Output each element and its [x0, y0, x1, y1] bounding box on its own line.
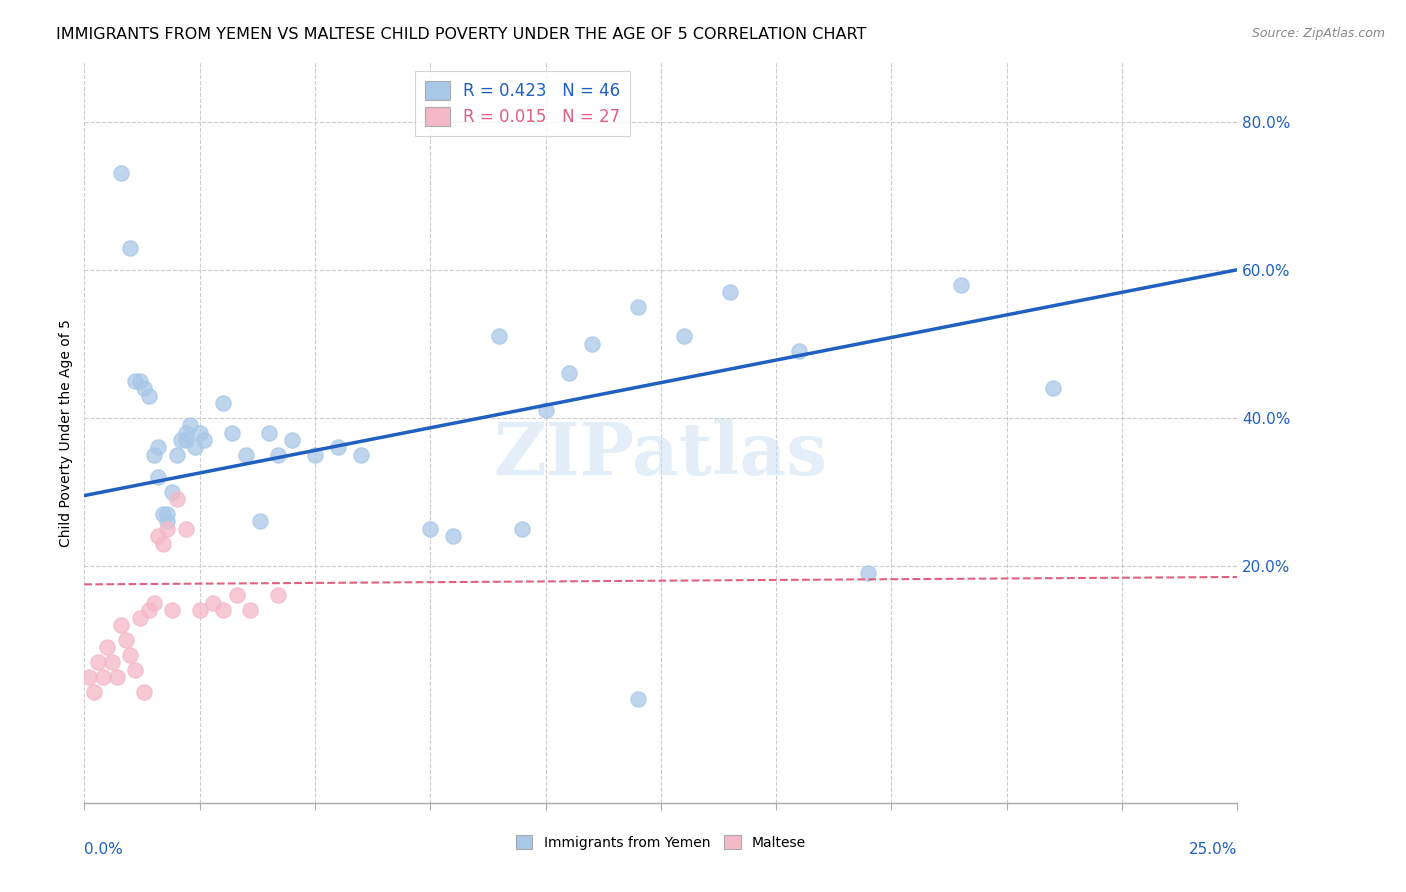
Point: [110, 166, 132, 180]
Point: [120, 240, 142, 255]
Point: [488, 329, 510, 343]
Point: [211, 396, 233, 410]
Point: [138, 603, 160, 617]
Point: [124, 374, 146, 388]
Point: [718, 285, 741, 299]
Point: [512, 522, 534, 536]
Point: [77, 670, 100, 684]
Point: [267, 589, 290, 603]
Point: [96, 640, 118, 655]
Point: [160, 603, 183, 617]
Point: [257, 425, 280, 440]
Point: [441, 529, 464, 543]
Point: [128, 374, 150, 388]
Point: [146, 470, 169, 484]
Point: [124, 663, 146, 677]
Point: [87, 655, 110, 669]
Point: [211, 603, 233, 617]
Point: [115, 632, 138, 647]
Point: [1042, 381, 1064, 395]
Point: [134, 381, 156, 395]
Point: [858, 566, 880, 581]
Y-axis label: Child Poverty Under the Age of 5: Child Poverty Under the Age of 5: [59, 318, 73, 547]
Point: [142, 448, 165, 462]
Point: [152, 507, 174, 521]
Point: [188, 603, 211, 617]
Point: [225, 589, 247, 603]
Point: [170, 433, 193, 447]
Text: 25.0%: 25.0%: [1189, 842, 1237, 856]
Text: IMMIGRANTS FROM YEMEN VS MALTESE CHILD POVERTY UNDER THE AGE OF 5 CORRELATION CH: IMMIGRANTS FROM YEMEN VS MALTESE CHILD P…: [56, 27, 866, 42]
Point: [174, 425, 197, 440]
Point: [146, 529, 169, 543]
Point: [156, 507, 179, 521]
Point: [350, 448, 373, 462]
Point: [110, 618, 132, 632]
Point: [235, 448, 257, 462]
Point: [202, 596, 225, 610]
Point: [134, 685, 156, 699]
Point: [101, 655, 124, 669]
Point: [627, 300, 650, 314]
Point: [128, 610, 150, 624]
Point: [105, 670, 128, 684]
Point: [184, 441, 207, 455]
Point: [557, 367, 579, 381]
Point: [267, 448, 290, 462]
Text: ZIPatlas: ZIPatlas: [494, 419, 828, 491]
Point: [627, 692, 650, 706]
Point: [281, 433, 304, 447]
Point: [581, 336, 603, 351]
Point: [221, 425, 243, 440]
Point: [174, 522, 197, 536]
Point: [91, 670, 114, 684]
Point: [160, 484, 183, 499]
Point: [239, 603, 262, 617]
Point: [326, 441, 349, 455]
Point: [174, 433, 197, 447]
Point: [304, 448, 326, 462]
Text: 0.0%: 0.0%: [84, 842, 124, 856]
Legend: Immigrants from Yemen, Maltese: Immigrants from Yemen, Maltese: [510, 830, 811, 855]
Point: [146, 441, 169, 455]
Point: [249, 515, 271, 529]
Point: [787, 344, 810, 359]
Point: [120, 648, 142, 662]
Point: [419, 522, 441, 536]
Text: Source: ZipAtlas.com: Source: ZipAtlas.com: [1251, 27, 1385, 40]
Point: [83, 685, 105, 699]
Point: [193, 433, 215, 447]
Point: [156, 515, 179, 529]
Point: [672, 329, 695, 343]
Point: [188, 425, 211, 440]
Point: [152, 536, 174, 550]
Point: [179, 418, 201, 433]
Point: [166, 492, 188, 507]
Point: [166, 448, 188, 462]
Point: [949, 277, 972, 292]
Point: [156, 522, 179, 536]
Point: [142, 596, 165, 610]
Point: [138, 389, 160, 403]
Point: [534, 403, 557, 417]
